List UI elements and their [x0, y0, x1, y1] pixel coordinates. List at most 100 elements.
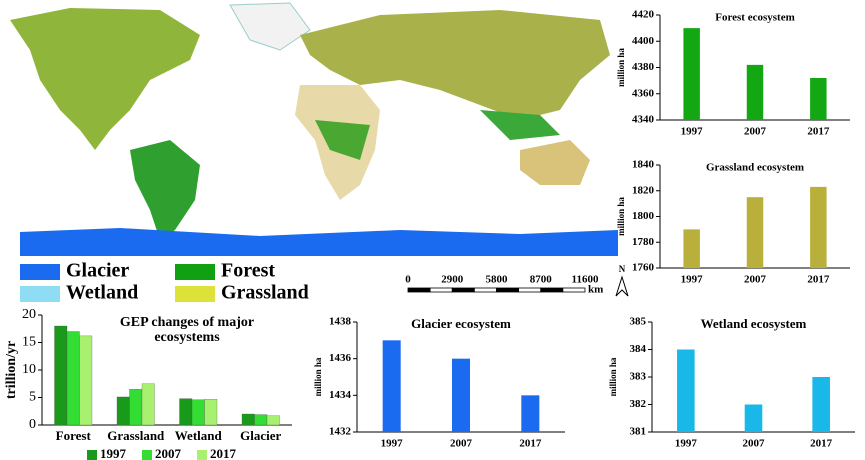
- scale-segment: [473, 287, 497, 293]
- chart: 1432 1434 1436 1438 million ha Glacier ecosys…: [313, 316, 565, 450]
- y-tick-label: 381: [630, 426, 647, 438]
- y-tick-label: 5: [29, 390, 36, 405]
- x-tick-label: 2017: [807, 274, 830, 286]
- bar: [812, 377, 830, 432]
- legend-swatch: [175, 264, 215, 280]
- legend-label: Forest: [221, 260, 275, 282]
- legend-swatch: [20, 286, 60, 302]
- chart-title: ecosystems: [154, 330, 220, 345]
- y-axis-label: million ha: [608, 357, 618, 396]
- bar: [141, 383, 155, 426]
- north-label: N: [619, 264, 626, 274]
- charts: 4340 4360 4380 4400 4420 million ha Forest eco…: [4, 9, 855, 460]
- x-tick-label: 2017: [807, 126, 830, 138]
- bar: [810, 78, 827, 120]
- bar: [179, 398, 193, 426]
- y-tick-label: 0: [29, 417, 36, 432]
- bar: [683, 229, 700, 268]
- bar: [744, 404, 763, 432]
- y-tick-label: 4360: [632, 87, 655, 99]
- legend-swatch: [175, 286, 215, 302]
- scale-label: 11600: [572, 274, 599, 286]
- bar: [79, 335, 93, 426]
- bar: [521, 395, 540, 432]
- bar: [254, 414, 268, 426]
- x-tick-label: 1997: [681, 126, 704, 138]
- bar: [746, 64, 764, 120]
- scale-label: 0: [405, 274, 411, 286]
- land-greenland: [229, 2, 311, 51]
- land-north-america: [10, 8, 200, 150]
- scale-label: 5800: [486, 274, 509, 286]
- y-tick-label: 1438: [329, 316, 352, 328]
- x-tick-label: Grassland: [107, 428, 165, 443]
- bar: [204, 398, 218, 426]
- legend-swatch: [197, 450, 207, 460]
- y-tick-label: 385: [630, 316, 647, 328]
- scale-label: 8700: [530, 274, 553, 286]
- north-arrow: [615, 275, 629, 297]
- y-tick-label: 382: [630, 398, 647, 410]
- chart: 0 5 10 15 20 trillion/yr GEP changes of majore…: [4, 307, 292, 460]
- land-southeast-asia: [480, 110, 560, 140]
- y-tick-label: 1840: [632, 159, 655, 171]
- x-tick-label: 2007: [450, 438, 473, 450]
- scale-segment: [540, 287, 564, 293]
- bar: [116, 396, 130, 426]
- y-tick-label: 1820: [632, 184, 655, 196]
- x-tick-label: 1997: [381, 438, 404, 450]
- scale-segment: [407, 287, 431, 293]
- land-antarctica: [20, 228, 618, 256]
- y-tick-label: 15: [22, 335, 36, 350]
- y-tick-label: 4380: [632, 61, 655, 73]
- y-tick-label: 384: [630, 343, 647, 355]
- y-tick-label: 1780: [632, 236, 655, 248]
- y-axis-label: trillion/yr: [4, 341, 19, 399]
- legend-swatch: [20, 264, 60, 280]
- chart: 1760 1780 1800 1820 1840 million ha Grassland …: [616, 159, 850, 286]
- x-tick-label: Glacier: [240, 428, 281, 443]
- y-tick-label: 1432: [329, 426, 352, 438]
- x-tick-label: 2007: [744, 274, 767, 286]
- land-africa-forest: [315, 120, 370, 160]
- scale-label: 2900: [441, 274, 464, 286]
- scale-unit: km: [588, 284, 603, 296]
- bar: [382, 340, 401, 432]
- scale-segment: [496, 287, 520, 293]
- y-tick-label: 1436: [329, 352, 352, 364]
- chart: 4340 4360 4380 4400 4420 million ha Forest eco…: [616, 9, 850, 138]
- y-tick-label: 20: [22, 307, 36, 322]
- scale-segment: [429, 287, 453, 293]
- y-tick-label: 1800: [632, 210, 655, 222]
- bar: [191, 399, 205, 426]
- x-tick-label: 2017: [519, 438, 542, 450]
- chart-title: Grassland ecosystem: [706, 162, 804, 174]
- y-tick-label: 4420: [632, 9, 655, 21]
- y-tick-label: 4400: [632, 35, 655, 47]
- bar: [683, 28, 700, 120]
- bar: [66, 331, 80, 426]
- x-tick-label: 2017: [810, 438, 833, 450]
- scale-segment: [518, 287, 542, 293]
- x-tick-label: 2007: [743, 438, 766, 450]
- bar: [129, 389, 143, 426]
- legend-label: 2017: [210, 446, 237, 460]
- legend-label: Grassland: [221, 282, 309, 304]
- y-axis-label: million ha: [616, 197, 626, 236]
- x-tick-label: Wetland: [175, 428, 223, 443]
- chart-title: Forest ecosystem: [715, 12, 795, 24]
- bar: [746, 197, 764, 268]
- x-tick-label: Forest: [56, 428, 92, 443]
- bar: [266, 415, 280, 426]
- legend-label: Wetland: [66, 282, 138, 304]
- y-tick-label: 1760: [632, 262, 655, 274]
- x-tick-label: 1997: [681, 274, 704, 286]
- x-tick-label: 1997: [675, 438, 698, 450]
- chart-title: Wetland ecosystem: [701, 316, 807, 331]
- scale-segment: [562, 287, 586, 293]
- bar: [451, 358, 471, 432]
- land-eurasia: [300, 10, 610, 120]
- land-south-america: [130, 140, 200, 240]
- land-australia: [520, 140, 590, 185]
